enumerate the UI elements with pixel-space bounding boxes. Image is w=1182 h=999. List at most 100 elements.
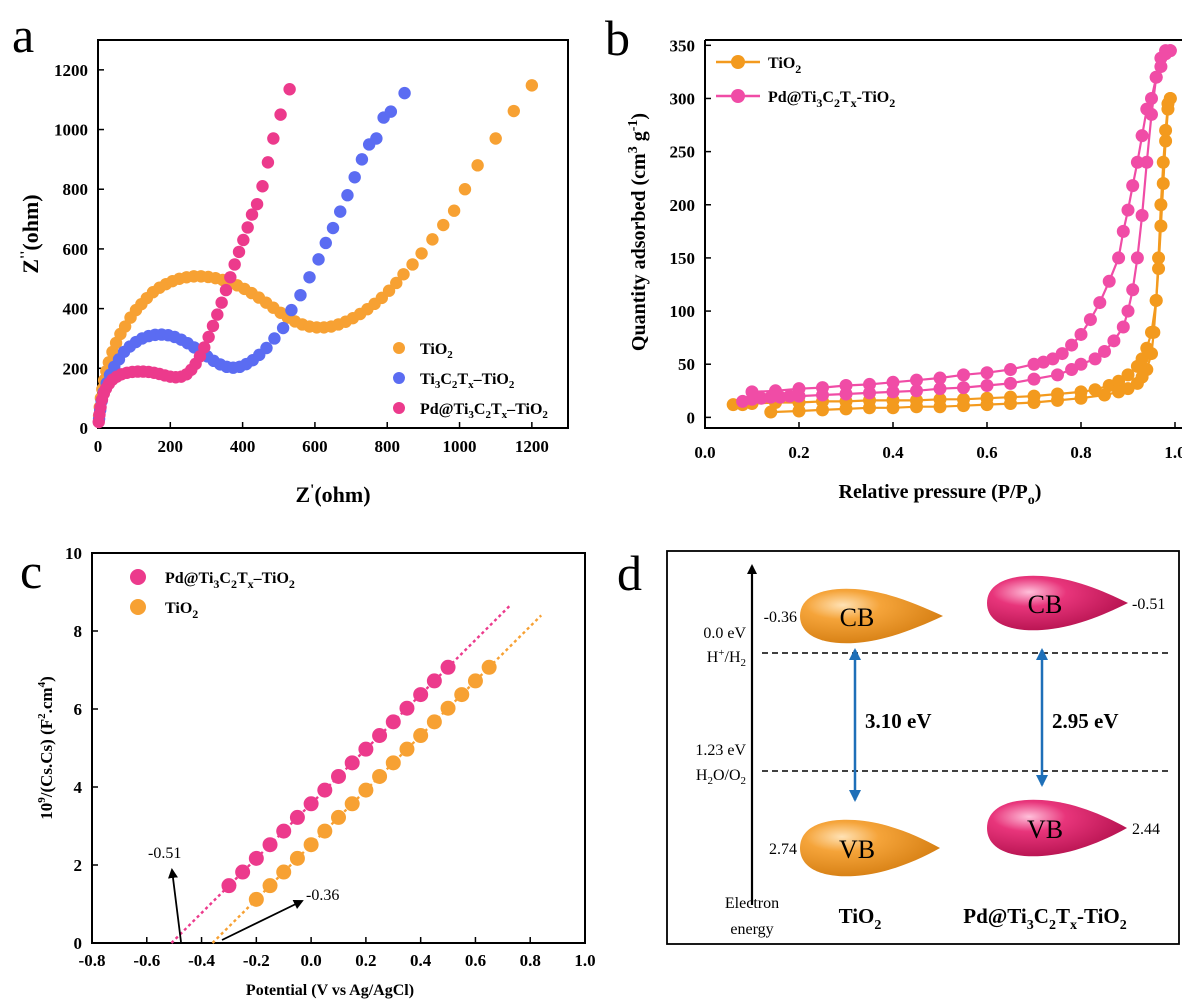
chart-a-frame xyxy=(97,39,569,429)
chart-a-point-s1 xyxy=(348,171,361,184)
chart-c-point-s1 xyxy=(399,741,415,757)
chart-b-point-s0 xyxy=(1145,347,1158,361)
panel-label-c: c xyxy=(20,543,42,599)
chart-c-point-s1 xyxy=(467,673,483,689)
chart-c-point-s1 xyxy=(317,823,333,839)
legend-marker-tio2 xyxy=(731,55,745,69)
chart-b-point-s0 xyxy=(839,402,853,416)
legend-label-pd-ti3c2tx-tio2: Pd@Ti3C2Tx–TiO2 xyxy=(420,401,548,421)
legend-c-label-pd: Pd@Ti3C2Tx–TiO2 xyxy=(165,570,295,591)
chart-a-point-s2 xyxy=(228,258,241,271)
chart-b-point-s0 xyxy=(886,401,900,415)
chart-b-point-s0 xyxy=(1161,97,1175,111)
chart-c-point-s1 xyxy=(358,782,374,798)
legend-label-tio2: TiO2 xyxy=(420,341,453,361)
legend-swatch-ti3c2tx-tio2 xyxy=(393,372,405,384)
chart-a-point-s1 xyxy=(398,86,411,100)
chart-b-point-s1 xyxy=(1145,91,1158,105)
chart-b-point-s1 xyxy=(886,375,900,389)
chart-a-ytick-label: 800 xyxy=(63,180,89,199)
chart-b-point-s0 xyxy=(1098,388,1111,402)
chart-a-ytick-label: 0 xyxy=(80,419,89,438)
chart-a-point-s2 xyxy=(206,319,220,333)
chart-b-point-s1 xyxy=(1074,357,1088,371)
chart-a-legend: TiO2 Ti3C2Tx–TiO2 Pd@Ti3C2Tx–TiO2 xyxy=(393,341,548,421)
chart-a-point-s0 xyxy=(426,233,439,246)
chart-a-point-s1 xyxy=(355,153,369,166)
chart-a-point-s1 xyxy=(285,303,298,317)
chart-b-xtick-label: 0.8 xyxy=(1070,443,1091,462)
chart-b-point-s0 xyxy=(910,400,923,414)
chart-c-points xyxy=(221,659,497,907)
chart-b-ytick-label: 350 xyxy=(670,36,696,55)
chart-a-point-s2 xyxy=(245,208,259,221)
chart-b-ytick-label: 300 xyxy=(670,89,696,108)
chart-b-point-s1 xyxy=(754,391,768,405)
chart-b-isotherm: 0.0 0.2 0.4 0.6 0.8 1.0050100150200250300350 … xyxy=(626,36,1182,508)
chart-a-point-s2 xyxy=(219,283,233,297)
chart-a-xtick-label: 400 xyxy=(230,437,256,456)
chart-b-point-s1 xyxy=(980,366,994,380)
chart-b-point-s0 xyxy=(1156,155,1170,169)
diagram-d-band-structure: Electron energy 0.0 eV H+/H2 1.23 eV H2O… xyxy=(666,550,1180,945)
chart-b-point-s1 xyxy=(1121,304,1135,318)
chart-a-point-s2 xyxy=(237,233,250,247)
chart-b-point-s1 xyxy=(1149,70,1163,84)
chart-c-xlabel: Potential (V vs Ag/AgCl) xyxy=(246,982,414,999)
chart-a-point-s0 xyxy=(390,276,403,290)
tio2-gap-value: 3.10 eV xyxy=(865,709,932,733)
chart-c-point-s1 xyxy=(276,864,292,880)
pd-vb-drop: VB xyxy=(987,799,1127,857)
chart-c-xtick-label: 0.8 xyxy=(520,951,541,970)
chart-a-point-s2 xyxy=(267,132,280,145)
chart-b-point-s1 xyxy=(1126,283,1140,297)
chart-b-point-s1 xyxy=(1121,203,1135,217)
chart-c-xtick-label: 0.2 xyxy=(355,951,376,970)
pd-cb-drop: CB xyxy=(987,575,1128,631)
chart-b-point-s0 xyxy=(1149,293,1163,307)
chart-a-point-s2 xyxy=(261,156,275,169)
chart-b-point-s1 xyxy=(1004,363,1017,377)
chart-c-point-s1 xyxy=(413,728,429,744)
chart-b-ytick-label: 250 xyxy=(670,143,696,162)
legend-label-b-tio2: TiO2 xyxy=(768,55,801,76)
chart-c-point-s1 xyxy=(303,837,319,853)
chart-b-point-s1 xyxy=(1107,334,1121,348)
chart-a-point-s0 xyxy=(397,268,410,281)
chart-b-point-s1 xyxy=(1140,155,1154,169)
chart-a-points xyxy=(92,79,539,429)
chart-a-point-s2 xyxy=(211,308,224,321)
drop-shape-tio2-cb xyxy=(800,588,943,644)
legend-c-swatch-tio2 xyxy=(130,599,146,615)
chart-c-point-s0 xyxy=(248,850,264,866)
chart-b-point-s1 xyxy=(933,371,947,385)
chart-b-ytick-label: 100 xyxy=(670,302,696,321)
chart-c-point-s1 xyxy=(372,768,388,784)
chart-a-ytick-label: 1200 xyxy=(54,61,88,80)
chart-b-xtick-label: 0.6 xyxy=(976,443,997,462)
panel-label-a: a xyxy=(12,7,34,63)
chart-a-point-s1 xyxy=(370,132,383,145)
chart-a-point-s2 xyxy=(224,271,237,284)
chart-b-point-s1 xyxy=(1065,338,1079,352)
chart-b-ytick-label: 150 xyxy=(670,249,696,268)
chart-a-point-s0 xyxy=(118,320,132,333)
chart-a-point-s0 xyxy=(406,258,419,271)
chart-a-ytick-label: 1000 xyxy=(54,121,88,140)
level-couple-o2: H2O/O2 xyxy=(696,767,746,787)
chart-c-xtick-label: -0.2 xyxy=(243,951,270,970)
chart-b-point-s1 xyxy=(1093,296,1107,310)
chart-b-point-s0 xyxy=(933,400,947,414)
chart-b-point-s1 xyxy=(1027,357,1041,371)
chart-b-point-s0 xyxy=(1156,177,1170,191)
material-name-pd: Pd@Ti3C2Tx-TiO2 xyxy=(963,904,1127,933)
chart-c-point-s0 xyxy=(399,700,415,716)
chart-b-point-s0 xyxy=(1051,393,1064,407)
chart-c-xtick-label: 0.0 xyxy=(300,951,321,970)
chart-a-ytick-label: 600 xyxy=(63,240,89,259)
chart-b-legend: TiO2 Pd@Ti3C2Tx-TiO2 xyxy=(716,55,895,110)
chart-c-point-s1 xyxy=(426,714,442,730)
arrow-annot-051 xyxy=(168,868,182,943)
diagram-d-frame xyxy=(666,550,1180,945)
chart-b-point-s1 xyxy=(745,385,759,399)
